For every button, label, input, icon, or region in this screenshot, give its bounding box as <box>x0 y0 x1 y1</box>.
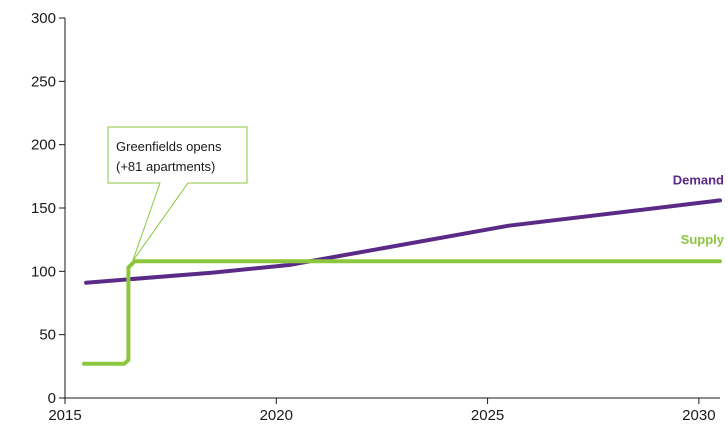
y-tick-label: 0 <box>48 390 56 407</box>
y-tick-label: 250 <box>31 73 56 90</box>
series-line-demand <box>84 198 722 285</box>
series-line-supply <box>82 259 722 366</box>
series-label-supply: Supply <box>681 232 725 247</box>
callout-box <box>107 126 248 262</box>
x-tick-label: 2030 <box>682 407 715 424</box>
x-tick-label: 2025 <box>471 407 504 424</box>
series-layer <box>82 198 722 366</box>
y-tick-label: 50 <box>39 327 56 344</box>
annotation-callout: Greenfields opens (+81 apartments) <box>107 126 248 262</box>
y-tick-label: 200 <box>31 137 56 154</box>
x-tick-label: 2020 <box>260 407 293 424</box>
y-tick-label: 150 <box>31 200 56 217</box>
axes: 0 50 100 150 200 250 300 2015 2020 2025 2030 <box>31 10 720 424</box>
x-tick-label: 2015 <box>48 407 81 424</box>
y-tick-label: 300 <box>31 10 56 27</box>
callout-line-1: Greenfields opens <box>116 139 222 154</box>
series-label-demand: Demand <box>673 172 724 187</box>
y-tick-label: 100 <box>31 263 56 280</box>
series-labels: Demand Supply <box>673 172 725 247</box>
callout-line-2: (+81 apartments) <box>116 159 215 174</box>
